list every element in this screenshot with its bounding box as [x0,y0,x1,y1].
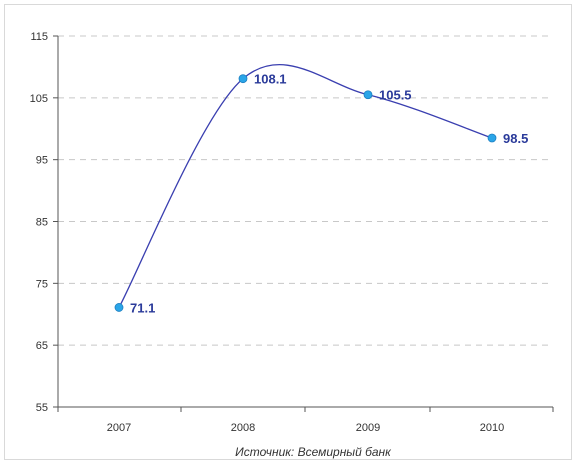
data-point [487,133,497,143]
series-line [118,64,493,308]
data-point [114,303,124,312]
grid-lines [58,35,553,346]
data-label: 108.1 [254,72,287,87]
y-tick-label: 75 [36,278,48,290]
y-tick-label: 115 [30,31,48,43]
x-tick-label: 2008 [231,422,255,434]
axes [53,35,554,412]
series-layer [114,64,497,312]
chart-frame [4,4,572,460]
data-label: 105.5 [379,88,412,103]
x-tick-label: 2007 [107,422,131,434]
y-tick-label: 55 [36,402,48,414]
data-point [238,74,248,84]
source-caption: Источник: Всемирный банк [235,445,392,459]
labels-layer: 55 65 75 85 95 105 115 2007 2008 2009 2010 71.1 108.… [30,31,529,434]
x-tick-label: 2009 [356,422,380,434]
data-label: 71.1 [130,300,155,315]
y-tick-label: 65 [36,340,48,352]
data-point [363,90,373,100]
x-tick-label: 2010 [480,422,504,434]
y-tick-label: 105 [30,93,48,105]
y-tick-label: 95 [36,155,48,167]
data-label: 98.5 [503,131,528,146]
y-tick-label: 85 [36,217,48,229]
